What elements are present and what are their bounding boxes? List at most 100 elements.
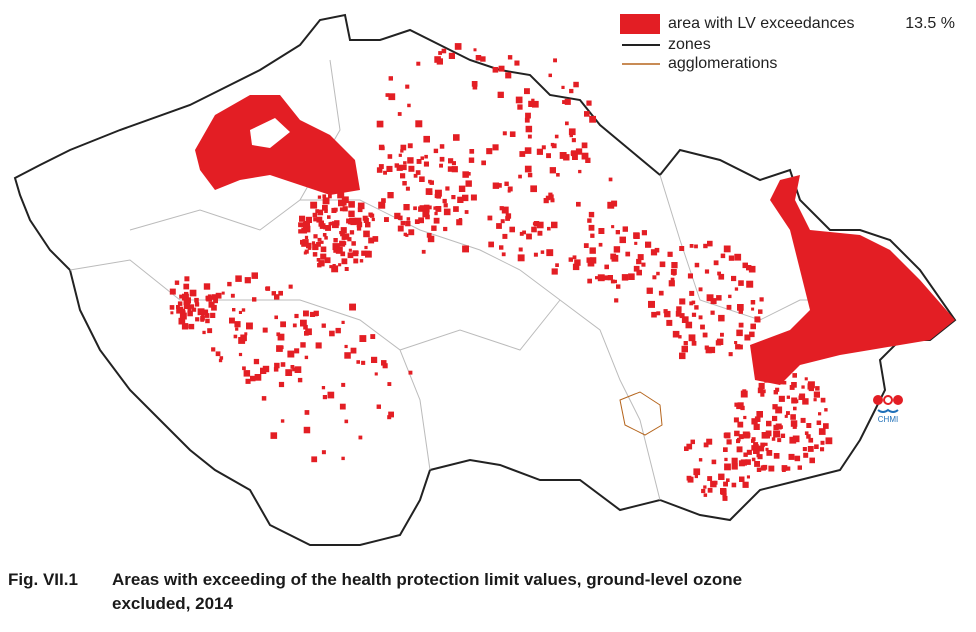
exceedance-cell: [337, 191, 345, 199]
exceedance-cell: [794, 455, 801, 462]
exceedance-cell: [746, 280, 754, 288]
exceedance-cell: [753, 442, 759, 448]
exceedance-cell: [243, 370, 251, 377]
exceedance-cell: [784, 414, 788, 418]
exceedance-cell: [742, 481, 749, 488]
exceedance-cell: [818, 412, 822, 416]
logo-wave: [877, 408, 899, 413]
exceedance-cell: [505, 72, 512, 79]
exceedance-cell: [524, 117, 530, 123]
exceedance-cell: [691, 300, 696, 305]
exceedance-cell: [344, 352, 351, 359]
exceedance-cell: [405, 220, 411, 227]
exceedance-cell: [439, 163, 443, 168]
exceedance-cell: [505, 216, 510, 221]
exceedance-cell: [182, 312, 187, 317]
exceedance-cell: [527, 134, 532, 139]
exceedance-cell: [757, 454, 763, 460]
exceedance-cell: [641, 262, 646, 267]
exceedance-cell: [590, 233, 595, 238]
exceedance-cell: [515, 96, 523, 104]
exceedance-cell: [724, 463, 731, 471]
exceedance-cell: [487, 215, 493, 221]
exceedance-cell: [313, 217, 318, 222]
exceedance-cell: [475, 55, 482, 61]
exceedance-cell: [413, 173, 418, 178]
exceedance-cell: [327, 391, 335, 399]
exceedance-cell: [465, 180, 472, 187]
exceedance-cell: [802, 447, 807, 452]
exceedance-cell: [758, 309, 763, 314]
exceedance-cell: [363, 230, 370, 238]
exceedance-cell: [407, 103, 411, 108]
exceedance-cell: [192, 307, 197, 312]
exceedance-cell: [689, 290, 695, 296]
exceedance-cell: [462, 171, 469, 178]
exceedance-cell: [743, 452, 748, 457]
exceedance-cell: [800, 417, 806, 423]
exceedance-cell: [244, 277, 251, 284]
exceedance-cell: [260, 367, 267, 374]
exceedance-cell: [760, 442, 765, 448]
exceedance-cell: [616, 284, 621, 289]
exceedance-cell: [215, 292, 222, 299]
exceedance-cell: [240, 334, 247, 342]
legend-label: area with LV exceedances: [668, 15, 854, 32]
exceedance-cell: [335, 327, 341, 334]
exceedance-cell: [546, 153, 551, 159]
exceedance-cell: [421, 249, 426, 254]
exceedance-cell: [526, 233, 532, 240]
exceedance-cell: [394, 212, 401, 220]
exceedance-cell: [429, 180, 434, 185]
exceedance-cell: [759, 297, 764, 302]
exceedance-cell: [333, 238, 338, 243]
exceedance-cell: [310, 201, 318, 209]
exceedance-cell: [205, 295, 211, 301]
exceedance-cell: [722, 495, 728, 501]
exceedance-cell: [322, 395, 327, 400]
exceedance-cell: [181, 317, 185, 321]
exceedance-cell: [353, 258, 359, 264]
exceedance-cell: [537, 221, 544, 229]
exceedance-cell: [756, 411, 763, 418]
exceedance-cell: [403, 161, 407, 165]
exceedance-cell: [633, 265, 640, 272]
exceedance-cell: [553, 58, 557, 63]
exceedance-cell: [572, 255, 577, 260]
exceedance-cell: [716, 338, 724, 345]
exceedance-cell: [381, 198, 386, 203]
exceedance-cell: [720, 488, 727, 495]
exceedance-cell: [573, 81, 579, 88]
exceedance-cell: [551, 268, 558, 275]
exceedance-cell: [751, 439, 755, 443]
exceedance-cell: [321, 323, 326, 328]
exceedance-cell: [492, 67, 499, 73]
exceedance-cell: [340, 251, 346, 257]
exceedance-cell: [746, 475, 750, 479]
exceedance-cell: [419, 205, 426, 212]
exceedance-cell: [589, 115, 596, 123]
exceedance-cell: [356, 360, 360, 364]
exceedance-cell: [462, 194, 469, 202]
exceedance-cell: [439, 144, 445, 149]
exceedance-cell: [551, 221, 558, 229]
exceedance-cell: [765, 430, 772, 437]
exceedance-cell: [581, 152, 589, 160]
exceedance-cell: [271, 291, 276, 296]
caption-number: Fig. VII.1: [8, 570, 78, 589]
exceedance-cell: [728, 352, 733, 357]
exceedance-cell: [309, 311, 315, 317]
exceedance-cell: [731, 482, 737, 488]
exceedance-cell: [219, 356, 224, 360]
exceedance-cell: [678, 335, 682, 339]
exceedance-cell: [547, 226, 551, 231]
exceedance-cell: [531, 98, 535, 102]
legend-value: 13.5 %: [905, 15, 955, 32]
exceedance-cell: [262, 327, 268, 333]
exceedance-cell: [415, 170, 421, 175]
exceedance-cell: [408, 165, 415, 172]
exceedance-cell: [634, 241, 638, 245]
exceedance-cell: [738, 309, 743, 314]
exceedance-cell: [723, 447, 728, 452]
exceedance-cell: [422, 210, 430, 218]
